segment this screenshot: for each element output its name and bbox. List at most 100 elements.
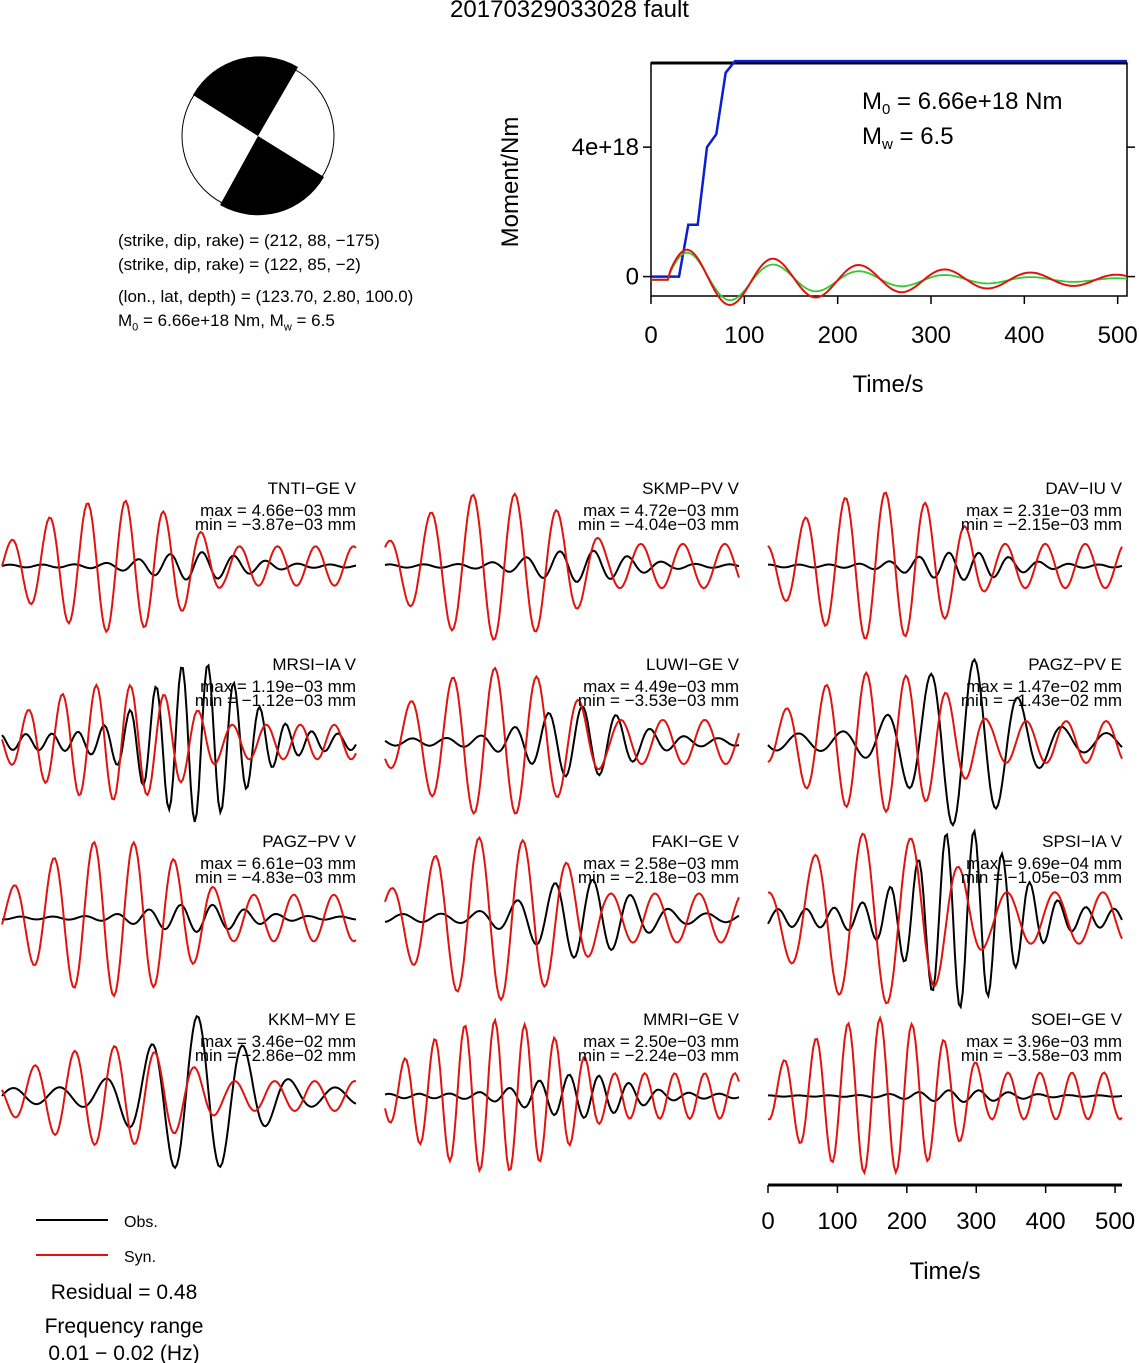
synthetic-trace — [384, 666, 740, 816]
waveform-xtick-label: 400 — [1026, 1208, 1066, 1235]
fault-plane-2: (strike, dip, rake) = (122, 85, −2) — [118, 255, 361, 274]
frequency-range-label: Frequency range — [45, 1315, 204, 1338]
observed-trace — [1, 551, 357, 581]
trace-min-label: min = −2.86e−02 mm — [195, 1046, 356, 1065]
trace-max-label: max = 4.49e−03 mm — [583, 677, 739, 696]
waveform-xtick-label: 0 — [761, 1208, 774, 1235]
source-location: (lon., lat, depth) = (123.70, 2.80, 100.… — [118, 287, 414, 306]
observed-trace — [768, 1089, 1123, 1103]
beachball-compressional-quadrant-1 — [193, 56, 298, 136]
moment-xtick-label: 500 — [1098, 322, 1138, 349]
legend-obs-label: Obs. — [124, 1214, 158, 1231]
synthetic-trace — [384, 1017, 740, 1174]
station-label: TNTI−GE V — [268, 479, 357, 498]
moment-ytick-label: 4e+18 — [572, 134, 639, 161]
station-label: KKM−MY E — [268, 1010, 356, 1029]
synthetic-trace — [384, 492, 740, 642]
residual-text: Residual = 0.48 — [51, 1281, 198, 1304]
trace-max-label: max = 9.69e−04 mm — [966, 854, 1122, 873]
moment-xtick-label: 300 — [911, 322, 951, 349]
waveform-xtick-label: 300 — [956, 1208, 996, 1235]
synthetic-trace — [767, 670, 1123, 814]
waveform-xlabel: Time/s — [909, 1258, 980, 1285]
waveform-xtick-label: 500 — [1095, 1208, 1135, 1235]
trace-min-label: min = −4.04e−03 mm — [578, 515, 739, 534]
station-label: LUWI−GE V — [646, 655, 740, 674]
station-label: MMRI−GE V — [643, 1010, 740, 1029]
trace-max-label: max = 4.66e−03 mm — [200, 501, 356, 520]
station-label: MRSI−IA V — [272, 655, 356, 674]
synthetic-trace — [767, 491, 1123, 640]
trace-max-label: max = 2.31e−03 mm — [966, 501, 1122, 520]
moment-xtick-label: 100 — [724, 322, 764, 349]
observed-trace — [384, 705, 740, 778]
station-label: SPSI−IA V — [1042, 832, 1123, 851]
trace-min-label: min = −3.53e−03 mm — [578, 691, 739, 710]
observed-trace — [768, 551, 1123, 581]
station-label: DAV−IU V — [1045, 479, 1122, 498]
station-label: PAGZ−PV V — [262, 832, 356, 851]
observed-trace — [1, 903, 357, 934]
moment-rate-green-line — [651, 251, 1128, 302]
moment-xtick-label: 400 — [1004, 322, 1044, 349]
synthetic-trace — [1, 840, 357, 998]
trace-min-label: min = −4.83e−03 mm — [195, 868, 356, 887]
observed-trace — [1, 663, 357, 823]
synthetic-trace — [767, 1014, 1123, 1176]
trace-max-label: max = 1.47e−02 mm — [966, 677, 1122, 696]
observed-trace — [384, 549, 740, 583]
moment-rate-red-line — [651, 248, 1128, 307]
synthetic-trace — [1, 682, 357, 801]
moment-ytick-label: 0 — [626, 264, 639, 291]
cumulative-moment-line — [651, 59, 1127, 278]
observed-trace — [767, 657, 1123, 828]
fault-plane-1: (strike, dip, rake) = (212, 88, −175) — [118, 231, 380, 250]
station-label: SKMP−PV V — [642, 479, 740, 498]
trace-max-label: max = 2.50e−03 mm — [583, 1032, 739, 1051]
focal-mechanism-beachball — [181, 56, 335, 216]
synthetic-trace — [1, 1044, 357, 1147]
trace-min-label: min = −1.05e−03 mm — [961, 868, 1122, 887]
moment-xtick-label: 200 — [818, 322, 858, 349]
beachball-compressional-quadrant-2 — [220, 136, 324, 216]
synthetic-trace — [767, 832, 1123, 1005]
source-moment: M0 = 6.66e+18 Nm, Mw = 6.5 — [118, 311, 335, 334]
synthetic-trace — [1, 499, 357, 634]
trace-max-label: max = 6.61e−03 mm — [200, 854, 356, 873]
moment-axes: 0 100 200 300 400 500 0 4e+18 — [572, 134, 1138, 349]
trace-min-label: min = −2.18e−03 mm — [578, 868, 739, 887]
station-label: FAKI−GE V — [652, 832, 740, 851]
waveform-time-axis: 0 100 200 300 400 500 — [761, 1183, 1135, 1235]
trace-min-label: min = −3.87e−03 mm — [195, 515, 356, 534]
moment-annotation-mw: Mw = 6.5 — [862, 123, 954, 153]
moment-xtick-label: 0 — [644, 322, 657, 349]
trace-min-label: min = −1.43e−02 mm — [961, 691, 1122, 710]
legend-syn-label: Syn. — [124, 1249, 156, 1266]
moment-ylabel: Moment/Nm — [497, 117, 524, 248]
observed-trace — [1, 1014, 357, 1170]
frequency-range-value: 0.01 − 0.02 (Hz) — [48, 1342, 199, 1363]
trace-max-label: max = 3.46e−02 mm — [200, 1032, 356, 1051]
trace-min-label: min = −2.15e−03 mm — [961, 515, 1122, 534]
trace-max-label: max = 4.72e−03 mm — [583, 501, 739, 520]
station-label: PAGZ−PV E — [1028, 655, 1122, 674]
moment-lines — [651, 59, 1128, 307]
trace-max-label: max = 1.19e−03 mm — [200, 677, 356, 696]
legend: Obs. Syn. — [36, 1214, 158, 1266]
trace-min-label: min = −2.24e−03 mm — [578, 1046, 739, 1065]
figure-title: 20170329033028 fault — [450, 0, 689, 23]
waveform-xtick-label: 200 — [887, 1208, 927, 1235]
trace-max-label: max = 2.58e−03 mm — [583, 854, 739, 873]
